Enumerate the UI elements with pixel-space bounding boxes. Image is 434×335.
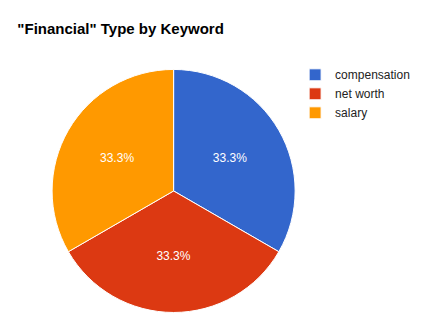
svg-text:salary: salary bbox=[335, 106, 367, 120]
svg-text:compensation: compensation bbox=[335, 68, 410, 82]
svg-text:"Financial" Type by Keyword: "Financial" Type by Keyword bbox=[17, 20, 224, 37]
svg-text:net worth: net worth bbox=[335, 87, 384, 101]
svg-text:33.3%: 33.3% bbox=[100, 151, 134, 165]
svg-text:33.3%: 33.3% bbox=[156, 249, 190, 263]
svg-text:33.3%: 33.3% bbox=[213, 151, 247, 165]
